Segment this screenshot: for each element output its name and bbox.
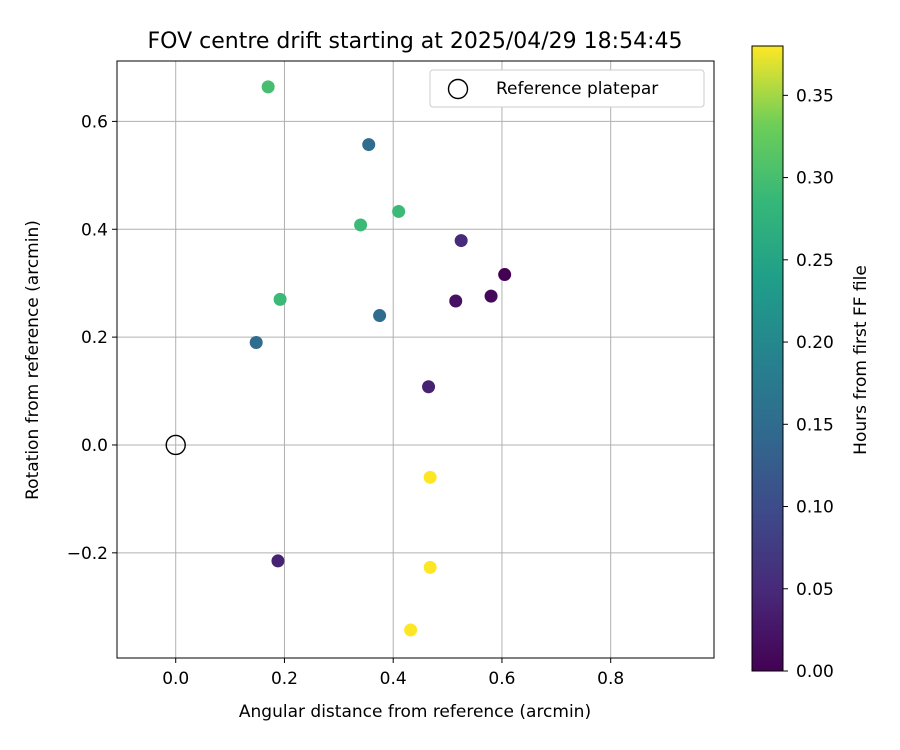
colorbar-tick-label: 0.30: [796, 169, 834, 189]
data-points: [165, 80, 512, 637]
colorbar: 0.00 0.05 0.10 0.15 0.20 0.25 0.30 0.35 Hours f…: [751, 45, 871, 682]
scatter-point: [354, 218, 368, 232]
y-tick-label: −0.2: [67, 544, 108, 564]
x-tick-label: 0.6: [488, 669, 515, 689]
y-axis-ticks: −0.2 0.0 0.2 0.4 0.6: [67, 112, 117, 564]
x-tick-label: 0.2: [271, 669, 298, 689]
scatter-point: [362, 138, 376, 152]
y-tick-label: 0.6: [81, 112, 108, 132]
y-tick-label: 0.0: [81, 436, 108, 456]
reference-platepar-marker: [165, 434, 186, 456]
colorbar-tick-label: 0.05: [796, 580, 834, 600]
scatter-point: [392, 204, 406, 218]
scatter-point: [249, 336, 263, 350]
legend: Reference platepar: [429, 69, 705, 108]
colorbar-bar: [751, 45, 784, 672]
colorbar-ticks: 0.00 0.05 0.10 0.15 0.20 0.25 0.30 0.35: [783, 86, 834, 682]
scatter-point: [454, 234, 468, 248]
scatter-point: [271, 554, 285, 568]
scatter-point: [484, 289, 498, 303]
colorbar-tick-label: 0.20: [796, 333, 834, 353]
scatter-point: [449, 294, 463, 308]
x-tick-label: 0.0: [162, 669, 189, 689]
colorbar-tick-label: 0.00: [796, 662, 834, 682]
y-axis-label: Rotation from reference (arcmin): [23, 220, 43, 500]
legend-marker-reference: [447, 78, 469, 100]
x-axis-ticks: 0.0 0.2 0.4 0.6 0.8: [162, 658, 624, 689]
scatter-point: [373, 309, 387, 323]
colorbar-tick-label: 0.15: [796, 415, 834, 435]
legend-box: [429, 69, 705, 108]
x-tick-label: 0.8: [597, 669, 624, 689]
scatter-point: [498, 268, 512, 282]
scatter-point: [273, 292, 287, 306]
x-tick-label: 0.4: [380, 669, 407, 689]
colorbar-label: Hours from first FF file: [851, 265, 871, 455]
scatter-point: [261, 80, 275, 94]
axes-frame: [116, 60, 715, 659]
scatter-point: [422, 380, 436, 394]
scatter-point: [404, 623, 418, 637]
scatter-point: [423, 470, 437, 484]
chart-title: FOV centre drift starting at 2025/04/29 …: [148, 29, 683, 54]
scatter-point: [423, 560, 437, 574]
colorbar-tick-label: 0.35: [796, 86, 834, 106]
legend-label-reference: Reference platepar: [496, 79, 658, 99]
colorbar-tick-label: 0.10: [796, 498, 834, 518]
x-axis-label: Angular distance from reference (arcmin): [239, 702, 591, 722]
y-tick-label: 0.2: [81, 328, 108, 348]
colorbar-tick-label: 0.25: [796, 251, 834, 271]
y-tick-label: 0.4: [81, 220, 108, 240]
grid: [117, 61, 714, 658]
